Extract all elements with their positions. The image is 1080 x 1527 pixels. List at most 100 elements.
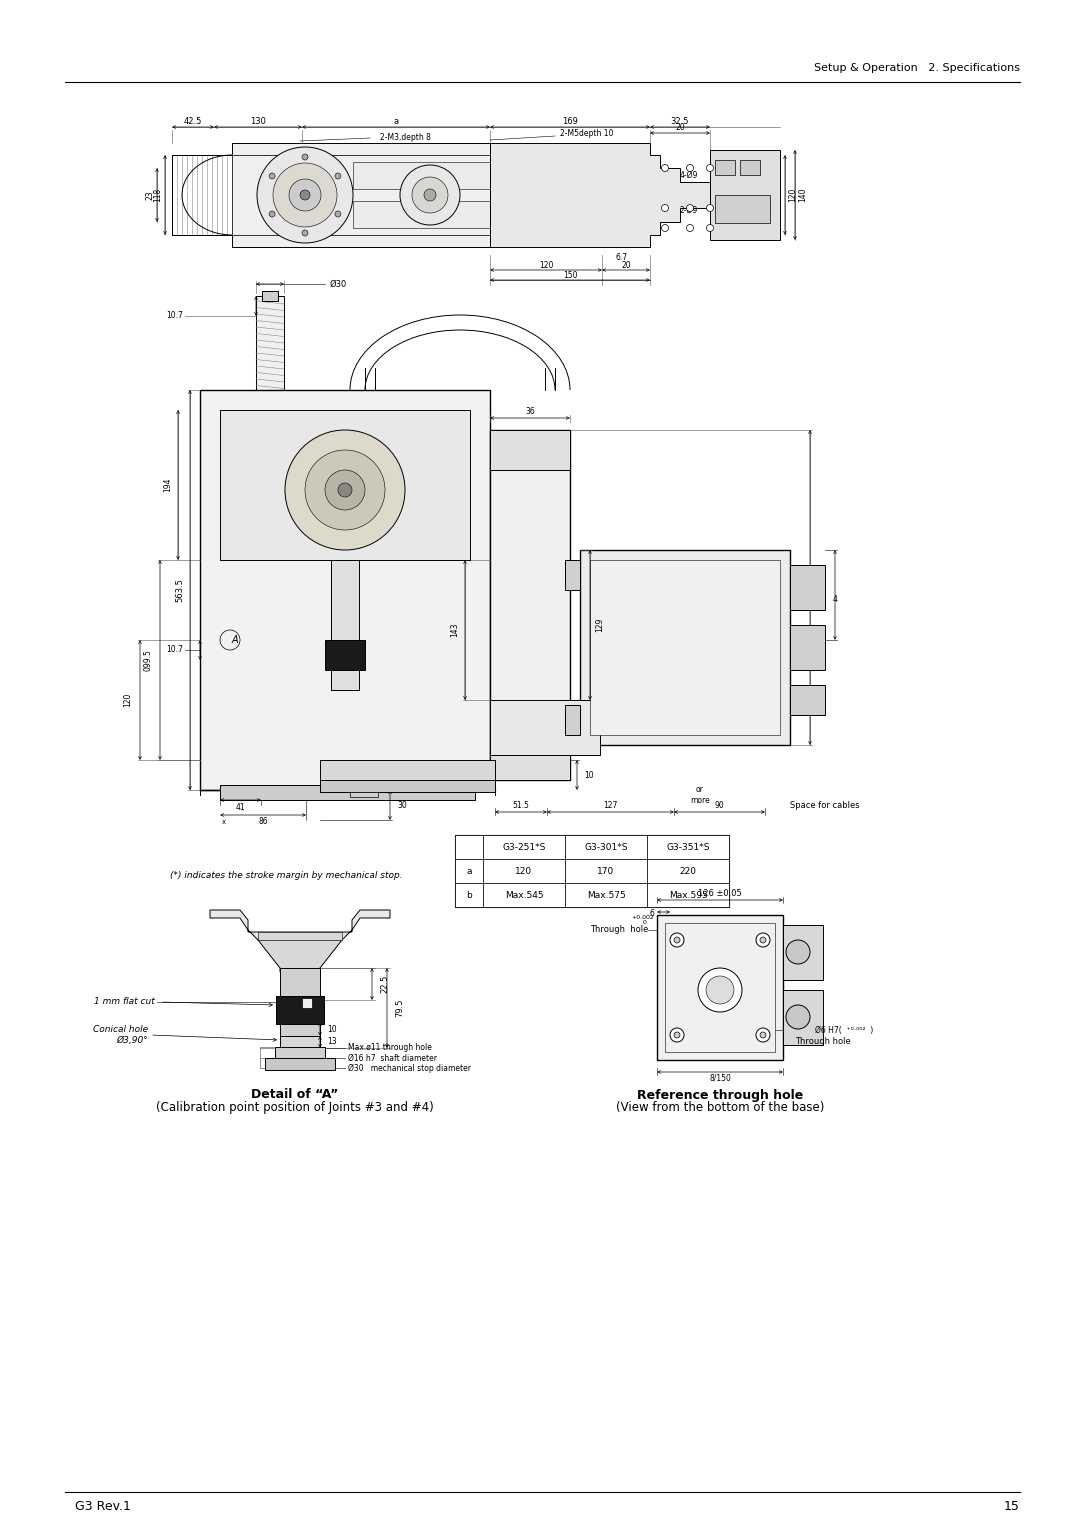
Bar [258,931,342,941]
Text: 127: 127 [603,802,617,811]
Bar [789,686,825,715]
Bar [320,780,495,789]
Bar [565,560,580,589]
Polygon shape [258,941,342,973]
Bar [590,560,780,734]
Text: Ø30   mechanical stop diameter: Ø30 mechanical stop diameter [348,1063,471,1072]
Circle shape [302,154,308,160]
Circle shape [674,938,680,944]
Bar [783,925,823,980]
Bar [280,968,320,999]
Text: 120: 120 [788,188,797,202]
Bar [657,915,783,1060]
Bar [647,835,729,860]
Bar [565,860,647,883]
Text: Reference through hole: Reference through hole [637,1089,804,1101]
Text: 394.2: 394.2 [815,576,824,600]
Text: 129: 129 [595,618,605,632]
Text: Setup & Operation   2. Specifications: Setup & Operation 2. Specifications [814,63,1020,73]
Bar [320,760,495,780]
Text: Max.575: Max.575 [586,890,625,899]
Text: 51.5: 51.5 [513,802,529,811]
Circle shape [687,224,693,232]
Text: Ø30: Ø30 [330,279,348,289]
Text: Conical hole: Conical hole [93,1026,148,1034]
Text: 10.7: 10.7 [166,646,183,655]
Bar [280,1022,320,1037]
Polygon shape [490,144,710,247]
Bar [647,860,729,883]
Text: 10: 10 [584,771,594,779]
Text: 36: 36 [525,408,535,417]
Bar [715,160,735,176]
Bar [275,1048,325,1060]
Bar [320,780,495,793]
Text: 8/150: 8/150 [710,1073,731,1083]
Bar [256,296,284,412]
Bar [740,160,760,176]
Circle shape [273,163,337,228]
Text: Ø3,90°: Ø3,90° [117,1035,148,1044]
Bar [265,1058,335,1070]
Text: Space for cables: Space for cables [789,802,860,811]
Text: 4: 4 [833,596,837,605]
Circle shape [257,147,353,243]
Circle shape [411,177,448,212]
Bar [580,550,789,745]
Circle shape [661,224,669,232]
Text: or
more: or more [690,785,710,805]
Text: G3 Rev.1: G3 Rev.1 [75,1501,131,1513]
Circle shape [269,211,275,217]
Polygon shape [232,235,490,247]
Text: 143: 143 [450,623,459,637]
Text: 10.7: 10.7 [166,312,183,321]
Circle shape [325,470,365,510]
Circle shape [302,231,308,237]
Text: 220: 220 [679,866,697,875]
Text: a: a [467,866,472,875]
Text: 1 mm flat cut: 1 mm flat cut [94,997,156,1006]
Text: 120: 120 [123,693,133,707]
Bar [455,883,483,907]
Text: 15: 15 [1004,1501,1020,1513]
Bar [789,625,825,670]
Text: (View from the bottom of the base): (View from the bottom of the base) [616,1101,824,1115]
Circle shape [285,431,405,550]
Bar [490,699,600,754]
Text: 120: 120 [539,261,553,269]
Bar [200,389,490,789]
Text: o: o [302,997,307,1003]
Text: 10: 10 [327,1025,337,1034]
Text: 169: 169 [562,118,578,127]
Text: 150: 150 [563,270,577,279]
Text: 194: 194 [163,478,173,492]
Text: 2-M5depth 10: 2-M5depth 10 [561,128,613,137]
Circle shape [786,1005,810,1029]
Circle shape [661,205,669,212]
Text: 126 ±0.05: 126 ±0.05 [698,890,742,898]
Text: A: A [232,635,239,644]
Text: 120: 120 [515,866,532,875]
Circle shape [687,205,693,212]
Bar [565,835,647,860]
Text: (Calibration point position of Joints #3 and #4): (Calibration point position of Joints #3… [157,1101,434,1115]
Bar [490,431,570,780]
Bar [490,754,570,780]
Bar [483,860,565,883]
Text: 41: 41 [235,803,245,811]
Text: 20: 20 [675,124,685,133]
Circle shape [760,938,766,944]
Circle shape [670,933,684,947]
Text: 6.7: 6.7 [616,253,629,263]
Circle shape [670,1028,684,1041]
Text: 130: 130 [251,118,266,127]
Circle shape [661,165,669,171]
Text: Through hole: Through hole [795,1037,851,1046]
Circle shape [424,189,436,202]
Text: Max.545: Max.545 [504,890,543,899]
Bar [455,835,483,860]
Circle shape [706,205,714,212]
Text: 6: 6 [649,910,654,919]
Text: 22.5: 22.5 [380,974,389,993]
Text: x: x [222,818,226,825]
